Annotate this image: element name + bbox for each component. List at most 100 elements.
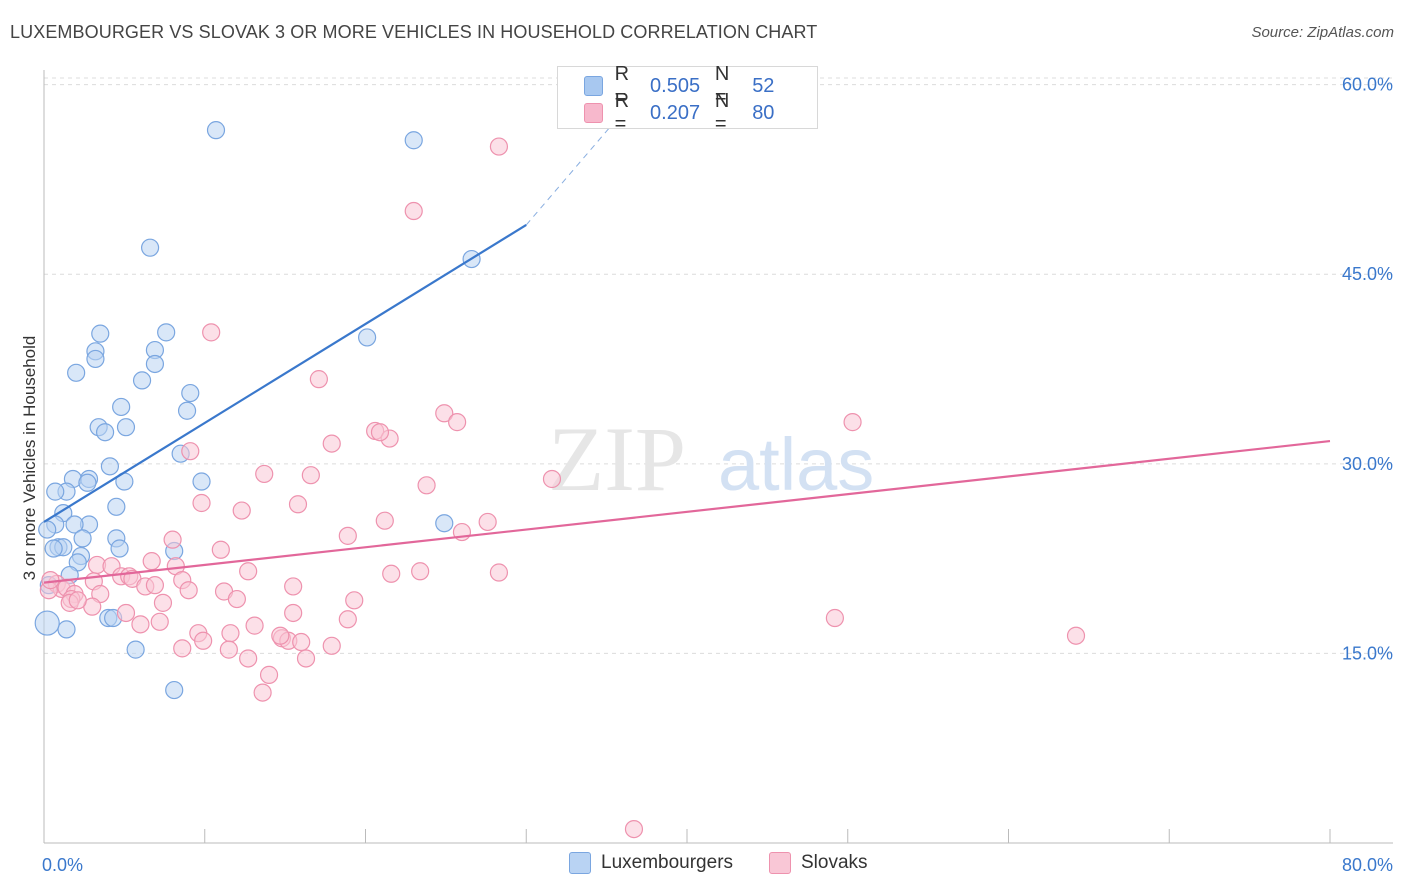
luxembourger-point: [57, 620, 76, 639]
luxembourger-point: [86, 349, 105, 369]
slovak-point: [179, 581, 198, 600]
watermark-zip: ZIP: [548, 408, 686, 510]
slovak-point: [68, 591, 87, 610]
luxembourger-point: [44, 539, 63, 558]
correlation-legend: R = 0.505 N = 52 R = 0.207 N = 80: [557, 63, 818, 135]
bottom-legend-luxembourgers: Luxembourgers: [569, 852, 733, 874]
slovak-point: [173, 639, 192, 658]
luxembourger-point: [100, 457, 120, 476]
slovak-point: [194, 631, 213, 650]
slovak-point: [448, 413, 467, 432]
legend-r-value: 0.505: [650, 74, 701, 97]
slovak-point: [131, 615, 150, 634]
bottom-legend-swatch-luxembourgers: [569, 852, 591, 874]
slovak-point: [322, 636, 341, 655]
luxembourger-trend-line: [43, 223, 527, 523]
luxembourger-point: [132, 371, 152, 390]
legend-n-label: N =: [714, 90, 730, 135]
slovak-point: [41, 571, 60, 590]
luxembourger-point: [46, 482, 65, 501]
slovak-point: [338, 610, 357, 629]
x-tick-label: 80.0%: [1342, 855, 1393, 875]
slovak-point: [232, 501, 251, 520]
watermark: ZIP atlas: [548, 408, 874, 510]
luxembourger-point: [126, 640, 145, 659]
slovak-point: [239, 562, 258, 581]
slovak-point: [382, 564, 401, 583]
slovak-point: [145, 576, 165, 595]
bottom-legend-label-luxembourgers: Luxembourgers: [601, 852, 734, 873]
slovak-point: [259, 665, 279, 684]
slovak-point: [150, 612, 169, 631]
luxembourger-point: [110, 539, 129, 558]
luxembourger-point: [65, 515, 84, 534]
slovak-point: [404, 201, 423, 221]
slovak-point: [292, 632, 311, 652]
luxembourger-point: [140, 238, 160, 257]
luxembourger-point: [177, 401, 197, 420]
luxembourger-point: [435, 514, 454, 533]
slovak-point: [375, 511, 394, 530]
slovak-point: [253, 683, 272, 702]
luxembourger-point: [95, 423, 115, 442]
watermark-atlas: atlas: [718, 423, 874, 506]
legend-r-value: 0.207: [650, 101, 701, 124]
slovak-point: [192, 493, 211, 513]
luxembourger-point: [181, 383, 200, 403]
tick-labels: 15.0% 30.0% 45.0% 60.0% 0.0% 80.0%: [42, 75, 1393, 875]
legend-n-label: N =: [714, 63, 730, 108]
y-tick-label: 60.0%: [1342, 75, 1393, 95]
slovak-point: [284, 577, 303, 596]
slovak-point: [345, 591, 364, 610]
slovak-point: [489, 563, 509, 582]
luxembourger-point: [91, 324, 110, 343]
luxembourger-point: [165, 680, 184, 700]
slovak-point: [153, 593, 173, 612]
luxembourger-point: [192, 472, 211, 491]
slovak-point: [301, 466, 320, 485]
y-tick-label: 30.0%: [1342, 454, 1393, 474]
slovak-point: [478, 512, 497, 532]
legend-swatch-luxembourgers: [584, 76, 603, 96]
y-tick-label: 15.0%: [1342, 643, 1393, 663]
legend-swatch-slovaks: [584, 103, 603, 123]
luxembourger-point: [73, 529, 92, 548]
slovak-point: [489, 137, 509, 156]
bottom-legend-label-slovaks: Slovaks: [801, 852, 868, 873]
slovak-point: [338, 526, 357, 545]
slovak-point: [309, 370, 328, 389]
x-tick-label: 0.0%: [42, 855, 83, 875]
slovak-point: [221, 624, 240, 643]
slovak-point: [181, 442, 200, 461]
luxembourger-point: [78, 473, 97, 492]
slovak-point: [370, 423, 390, 442]
luxembourger-point: [107, 497, 126, 516]
luxembourger-point: [116, 418, 136, 437]
slovak-point: [825, 608, 844, 628]
luxembourger-point: [145, 354, 165, 374]
luxembourger-point: [34, 610, 60, 636]
luxembourger-point: [206, 121, 226, 140]
y-tick-label: 45.0%: [1342, 264, 1393, 284]
slovak-trend-line: [43, 439, 1331, 584]
slovak-point: [116, 603, 136, 623]
slovak-point: [142, 552, 161, 571]
slovak-point: [843, 413, 862, 432]
luxembourger-point: [38, 520, 57, 539]
luxembourger-point: [358, 328, 377, 347]
bottom-legend-slovaks: Slovaks: [769, 852, 868, 874]
slovak-point: [239, 649, 258, 668]
legend-row-slovaks: R = 0.207 N = 80: [584, 90, 817, 135]
slovak-point: [1066, 626, 1086, 645]
legend-n-value: 80: [752, 101, 775, 124]
luxembourger-point: [404, 131, 423, 150]
slovak-point: [211, 540, 230, 559]
bottom-legend-swatch-slovaks: [769, 852, 791, 874]
slovak-point: [227, 589, 246, 609]
slovak-point: [288, 495, 308, 514]
slovak-point: [284, 603, 303, 623]
slovak-point: [624, 819, 644, 839]
slovak-point: [219, 640, 238, 659]
slovak-point: [417, 476, 436, 495]
